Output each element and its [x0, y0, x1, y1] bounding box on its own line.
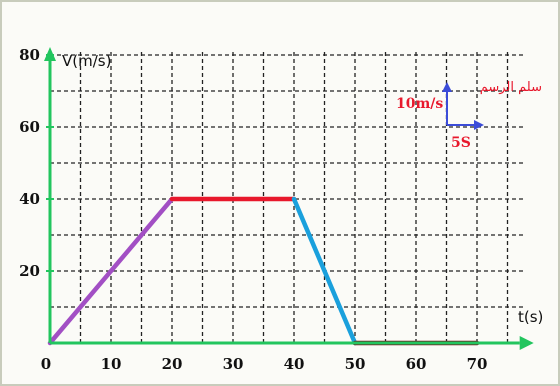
tick-labels: 0 10 20 30 40 50 60 70 20 40 60 80: [19, 46, 487, 373]
x-tick-label: 0: [41, 355, 51, 373]
x-tick-label: 20: [162, 355, 183, 373]
scale-legend: سلم الرسم 10m/s 5S: [396, 80, 542, 151]
x-tick-label: 70: [467, 355, 488, 373]
scale-horizontal-arrowhead: [474, 120, 484, 130]
grid: [50, 52, 526, 343]
x-tick-label: 10: [101, 355, 122, 373]
scale-vertical-label: 10m/s: [396, 96, 443, 112]
y-tick-label: 40: [19, 190, 40, 208]
series-line-1: [47, 196, 175, 346]
scale-horizontal-label: 5S: [451, 135, 471, 151]
x-tick-label: 50: [345, 355, 366, 373]
x-tick-label: 30: [223, 355, 244, 373]
x-axis-arrowhead: [519, 336, 534, 350]
series-line-3: [291, 196, 358, 346]
y-tick-label: 80: [19, 46, 40, 64]
x-axis-title: t(s): [518, 308, 543, 326]
y-tick-label: 20: [19, 262, 40, 280]
x-tick-label: 40: [284, 355, 305, 373]
scale-vertical-arrowhead: [442, 82, 452, 92]
y-axis-title: V(m/s): [62, 52, 111, 70]
x-tick-label: 60: [406, 355, 427, 373]
scale-title: سلم الرسم: [480, 80, 542, 95]
y-tick-label: 60: [19, 118, 40, 136]
axes: [44, 47, 534, 350]
